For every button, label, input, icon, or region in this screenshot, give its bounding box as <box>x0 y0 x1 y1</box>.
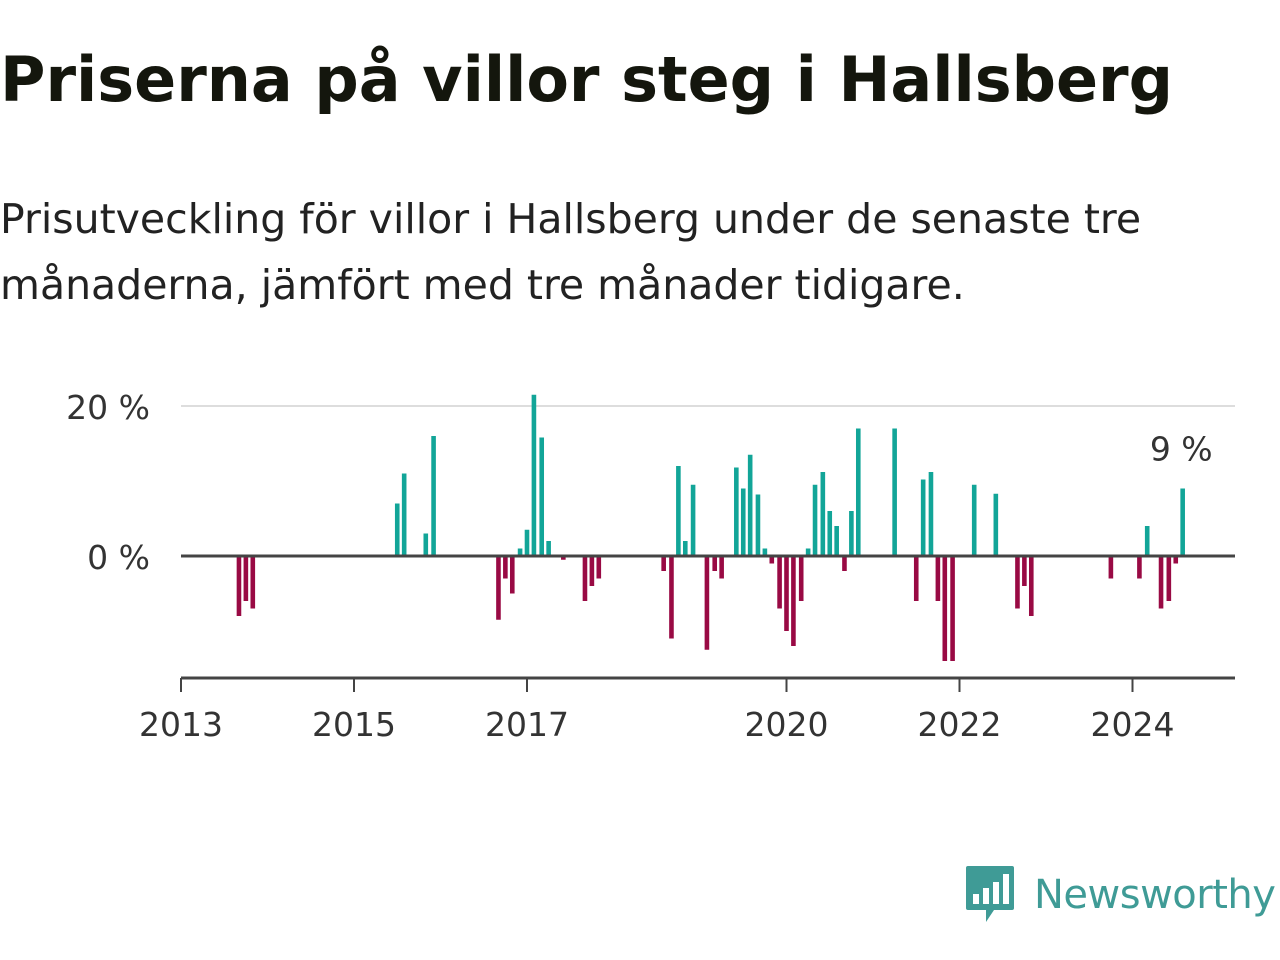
bar <box>920 479 926 556</box>
bar <box>734 467 739 556</box>
bar <box>1158 556 1164 609</box>
logo-text: Newsworthy <box>1034 872 1276 918</box>
bar <box>661 556 666 571</box>
bar <box>546 541 551 556</box>
bar <box>1022 556 1027 586</box>
bar <box>1108 556 1114 579</box>
bar <box>524 529 530 556</box>
bar <box>539 437 545 556</box>
x-tick-label: 2015 <box>312 705 396 744</box>
bar <box>531 394 537 556</box>
bar <box>791 556 796 646</box>
bar <box>805 548 811 556</box>
bar <box>704 556 710 650</box>
bar <box>928 472 934 556</box>
bar <box>798 556 804 601</box>
bar <box>747 454 753 556</box>
bar <box>561 556 566 560</box>
bar <box>942 556 948 661</box>
bar-chart-speech-bubble-icon <box>966 866 1014 922</box>
bar <box>589 556 595 586</box>
bar <box>1180 488 1185 556</box>
bar <box>762 548 768 556</box>
x-tick-label: 2013 <box>139 705 223 744</box>
x-tick-label: 2024 <box>1091 705 1175 744</box>
bar <box>777 556 782 609</box>
bar <box>950 556 955 661</box>
bar <box>892 428 897 556</box>
bar <box>820 472 826 556</box>
bar <box>690 484 696 556</box>
bar <box>993 493 999 556</box>
last-value-label: 9 % <box>1150 430 1213 469</box>
chart-subtitle: Prisutveckling för villor i Hallsberg un… <box>0 195 1142 309</box>
bar <box>755 494 761 556</box>
x-tick-label: 2017 <box>485 705 569 744</box>
bar <box>394 503 400 556</box>
bar <box>1137 556 1142 579</box>
newsworthy-logo: Newsworthy <box>964 864 1276 926</box>
bar <box>503 556 508 579</box>
bar <box>834 526 839 556</box>
y-tick-label: 20 % <box>66 388 150 427</box>
bar <box>913 556 919 601</box>
bar <box>596 556 602 579</box>
bar <box>769 556 775 564</box>
bar <box>784 556 789 631</box>
chart-title: Priserna på villor steg i Hallsberg <box>0 43 1174 116</box>
bar <box>849 511 854 556</box>
bar <box>676 466 681 556</box>
bar <box>1015 556 1020 609</box>
bar <box>582 556 588 601</box>
bar <box>236 556 242 616</box>
x-tick-label: 2022 <box>918 705 1002 744</box>
bar <box>250 556 256 609</box>
bar <box>1173 556 1179 564</box>
y-tick-label: 0 % <box>87 538 150 577</box>
bar <box>740 488 746 556</box>
bar <box>509 556 515 594</box>
bar <box>1144 526 1150 556</box>
bar <box>401 473 407 556</box>
bar <box>712 556 718 571</box>
bar <box>935 556 941 601</box>
bar-chart: 0 % 20 % 2013 2015 2017 2020 2022 2024 9 % <box>66 388 1235 744</box>
tick-labels: 0 % 20 % 2013 2015 2017 2020 2022 2024 9 % <box>66 388 1213 744</box>
bar <box>719 556 724 579</box>
bars <box>236 394 1185 661</box>
bar <box>1028 556 1034 616</box>
bar <box>243 556 249 601</box>
bar <box>431 436 436 556</box>
bar <box>423 533 429 556</box>
x-tick-label: 2020 <box>745 705 829 744</box>
bar <box>971 484 977 556</box>
bar <box>827 511 833 556</box>
bar <box>1166 556 1172 601</box>
bar <box>669 556 674 639</box>
axes <box>180 554 1235 692</box>
bar <box>855 428 861 556</box>
bar <box>812 484 818 556</box>
bar <box>682 541 688 556</box>
bar <box>496 556 501 620</box>
bar <box>842 556 847 571</box>
bar <box>517 548 523 556</box>
